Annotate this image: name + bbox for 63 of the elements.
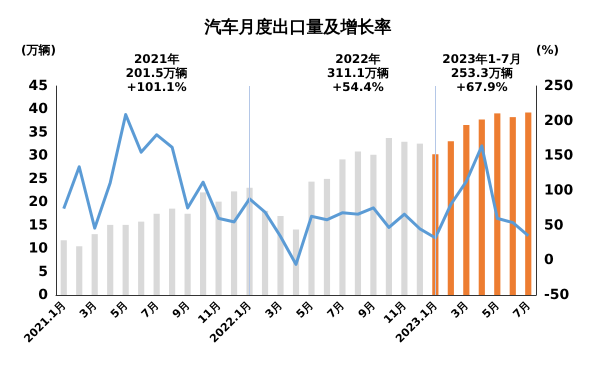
chart-title: 汽车月度出口量及增长率 <box>204 18 392 38</box>
annotation: 2021年 201.5万辆 +101.1% <box>126 52 188 94</box>
y2-tick-label: 150 <box>544 148 574 164</box>
x-tick-label: 5月 <box>294 298 316 321</box>
x-tick-label: 3月 <box>262 298 286 321</box>
y-tick-label: 0 <box>38 287 48 303</box>
bar <box>215 202 222 295</box>
x-tick-label: 5月 <box>108 298 130 321</box>
bar <box>448 141 454 295</box>
bar <box>354 151 362 295</box>
x-tick-label: 7月 <box>324 298 348 321</box>
bar <box>154 214 160 295</box>
bar <box>76 246 82 295</box>
bar <box>200 192 206 295</box>
x-tick-label: 7月 <box>138 298 162 321</box>
bar <box>277 216 284 295</box>
annotation: 2022年 311.1万辆 +54.4% <box>326 52 389 94</box>
x-tick-label: 3月 <box>76 298 100 321</box>
bar <box>60 240 67 295</box>
y-tick-label: 5 <box>38 264 48 280</box>
bar <box>169 208 176 295</box>
y-tick-label: 40 <box>28 101 48 118</box>
bar <box>463 125 470 295</box>
bar <box>138 222 144 295</box>
y2-tick-label: 200 <box>544 112 574 129</box>
y-tick-label: 45 <box>28 78 48 94</box>
bar <box>370 154 377 295</box>
y2-tick-label: 50 <box>544 217 564 234</box>
y-tick-label: 30 <box>28 148 48 164</box>
x-tick-label: 9月 <box>170 298 192 321</box>
y2-tick-label: 100 <box>544 182 574 198</box>
y-tick-label: 20 <box>28 194 48 210</box>
y-tick-label: 35 <box>28 124 48 140</box>
bar <box>122 224 129 295</box>
bar <box>525 112 532 295</box>
y2-tick-label: 0 <box>544 252 554 268</box>
y-tick-label: 10 <box>28 240 48 257</box>
bar <box>230 191 238 295</box>
y-tick-label: 15 <box>28 217 48 234</box>
bar <box>339 159 346 295</box>
x-tick-label: 9月 <box>356 298 378 321</box>
x-tick-label: 5月 <box>480 298 502 321</box>
annotation: 2023年1-7月 253.3万辆 +67.9% <box>442 52 522 94</box>
bar <box>324 178 330 295</box>
y2-tick-label: -50 <box>544 287 570 303</box>
y-axis-title: (万辆) <box>21 43 56 57</box>
y-tick-label: 25 <box>28 170 48 187</box>
bar <box>184 214 191 295</box>
x-tick-label: 7月 <box>510 298 533 321</box>
bar <box>107 224 114 295</box>
bar <box>386 138 392 295</box>
line-series <box>62 113 530 266</box>
bar <box>494 113 500 295</box>
bar <box>510 117 516 295</box>
x-tick-label: 3月 <box>448 298 471 321</box>
y2-tick-label: 250 <box>544 78 574 94</box>
bar <box>92 234 98 295</box>
bar <box>478 119 485 295</box>
bar <box>308 182 315 295</box>
y2-axis-title: (%) <box>536 43 559 57</box>
bar <box>401 142 408 295</box>
bar <box>416 144 423 295</box>
bar <box>262 210 268 295</box>
